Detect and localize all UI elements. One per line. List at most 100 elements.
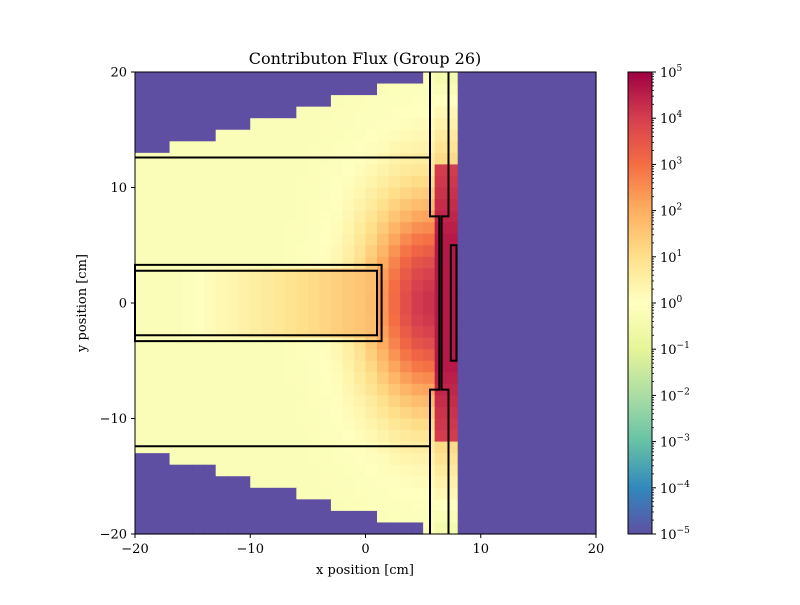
heatmap-cell [377, 222, 390, 235]
heatmap-cell [181, 487, 194, 500]
heatmap-cell [584, 326, 597, 339]
heatmap-cell [261, 118, 274, 131]
heatmap-cell [561, 476, 574, 489]
heatmap-cell [572, 152, 586, 165]
heatmap-cell [192, 141, 205, 154]
heatmap-cell [492, 522, 505, 535]
heatmap-cell [158, 383, 171, 396]
heatmap-cell [377, 441, 390, 454]
heatmap-cell [538, 222, 551, 235]
heatmap-cell [492, 175, 505, 189]
heatmap-cell [365, 303, 378, 316]
heatmap-cell [250, 349, 263, 362]
heatmap-cell [469, 337, 482, 350]
heatmap-cell [296, 499, 309, 512]
heatmap-cell [584, 406, 597, 420]
heatmap-cell [411, 441, 424, 454]
heatmap-cell [365, 187, 378, 200]
heatmap-cell [250, 152, 263, 165]
heatmap-cell [411, 430, 424, 443]
heatmap-cell [434, 199, 447, 212]
heatmap-cell [365, 464, 378, 477]
heatmap-cell [480, 418, 493, 431]
heatmap-cell [353, 187, 367, 200]
heatmap-cell [158, 349, 171, 362]
heatmap-cell [549, 83, 563, 96]
heatmap-cell [538, 175, 551, 189]
heatmap-cell [377, 187, 390, 200]
heatmap-cell [538, 372, 551, 385]
heatmap-cell [492, 510, 505, 524]
heatmap-cell [572, 233, 586, 246]
heatmap-cell [181, 383, 194, 396]
heatmap-cell [457, 279, 470, 293]
heatmap-cell [411, 522, 424, 535]
heatmap-cell [158, 314, 171, 327]
heatmap-cell [572, 349, 586, 362]
heatmap-cell [273, 129, 286, 142]
heatmap-cell [515, 476, 528, 489]
heatmap-cell [411, 499, 424, 512]
heatmap-cell [423, 233, 436, 246]
heatmap-cell [353, 199, 367, 212]
heatmap-cell [538, 487, 551, 500]
heatmap-cell [388, 418, 401, 431]
heatmap-cell [480, 245, 493, 258]
heatmap-cell [515, 129, 528, 142]
heatmap-cell [261, 141, 274, 154]
heatmap-cell [250, 418, 263, 431]
heatmap-cell [365, 418, 378, 431]
heatmap-cell [353, 476, 367, 489]
heatmap-cell [135, 152, 148, 165]
heatmap-cell [388, 314, 401, 327]
heatmap [135, 72, 597, 535]
heatmap-cell [388, 210, 401, 223]
heatmap-cell [227, 187, 240, 200]
heatmap-cell [296, 152, 309, 165]
heatmap-cell [538, 476, 551, 489]
heatmap-cell [158, 326, 171, 339]
heatmap-cell [261, 199, 274, 212]
heatmap-cell [296, 129, 309, 142]
heatmap-cell [400, 129, 413, 142]
heatmap-cell [353, 222, 367, 235]
heatmap-cell [526, 464, 539, 477]
heatmap-cell [169, 141, 182, 154]
heatmap-cell [549, 279, 563, 293]
heatmap-cell [227, 152, 240, 165]
heatmap-cell [503, 256, 516, 269]
heatmap-cell [192, 418, 205, 431]
heatmap-cell [377, 314, 390, 327]
heatmap-cell [503, 141, 516, 154]
heatmap-cell [538, 395, 551, 408]
heatmap-cell [492, 337, 505, 350]
heatmap-cell [584, 141, 597, 154]
heatmap-cell [480, 72, 493, 85]
heatmap-cell [377, 95, 390, 108]
heatmap-cell [204, 487, 217, 500]
heatmap-cell [296, 487, 309, 500]
heatmap-cell [503, 476, 516, 489]
heatmap-cell [538, 522, 551, 535]
heatmap-cell [169, 233, 182, 246]
heatmap-cell [135, 349, 148, 362]
heatmap-cell [319, 152, 332, 165]
heatmap-cell [238, 118, 251, 131]
heatmap-cell [411, 383, 424, 396]
heatmap-cell [457, 337, 470, 350]
heatmap-cell [273, 256, 286, 269]
heatmap-cell [192, 245, 205, 258]
geometry-outline [440, 72, 450, 534]
heatmap-cell [169, 510, 182, 524]
heatmap-cell [572, 83, 586, 96]
heatmap-cell [342, 349, 355, 362]
heatmap-cell [400, 522, 413, 535]
heatmap-cell [342, 476, 355, 489]
heatmap-cell [572, 418, 586, 431]
heatmap-cell [204, 187, 217, 200]
heatmap-cell [400, 326, 413, 339]
heatmap-cell [411, 487, 424, 500]
heatmap-cell [538, 430, 551, 443]
heatmap-cell [273, 360, 286, 373]
